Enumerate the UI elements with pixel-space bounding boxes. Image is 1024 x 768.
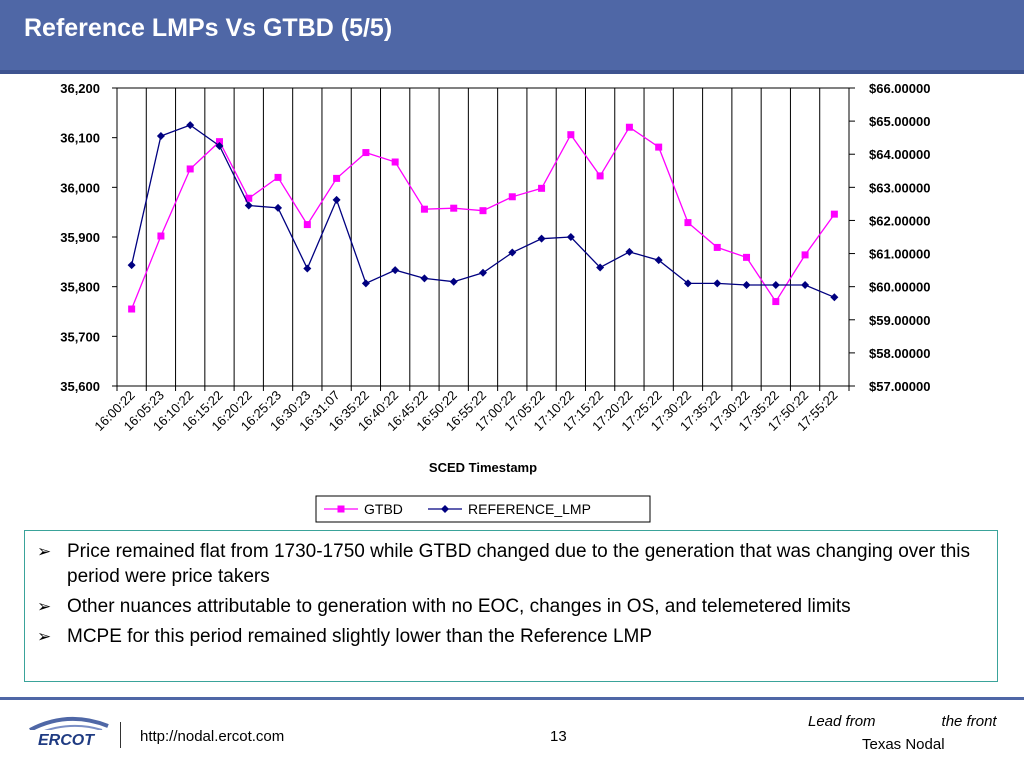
bullet-item: ➢ Price remained flat from 1730-1750 whil… — [37, 539, 983, 589]
tagline-right: the front — [941, 713, 997, 730]
gtbd-point — [420, 205, 428, 213]
left-axis-tick-label: 35,700 — [60, 329, 100, 344]
reference-lmp-point — [771, 281, 780, 290]
reference-lmp-point — [479, 268, 487, 277]
footer-url[interactable]: http://nodal.ercot.com — [140, 728, 285, 745]
reference-lmp-point — [596, 263, 605, 272]
reference-lmp-point — [742, 281, 751, 290]
right-axis-tick-label: $61.00000 — [869, 247, 930, 262]
gtbd-point — [743, 253, 751, 261]
bullet-item: ➢ MCPE for this period remained slightly … — [37, 624, 983, 649]
reference-lmp-point — [801, 281, 810, 290]
reference-lmp-point — [537, 234, 546, 243]
bullet-text: Other nuances attributable to generation… — [67, 596, 851, 617]
gtbd-point — [450, 204, 458, 212]
gtbd-point — [186, 165, 194, 173]
ercot-logo-text: ERCOT — [38, 732, 95, 749]
reference-lmp-point — [420, 274, 429, 283]
plot-area — [116, 87, 850, 387]
reference-lmp-point — [449, 277, 458, 286]
series-line-gtbd — [130, 126, 835, 310]
right-axis-tick-label: $57.00000 — [869, 379, 930, 394]
gtbd-point — [362, 149, 370, 157]
reference-lmp-point — [156, 132, 165, 141]
gtbd-point — [713, 243, 721, 251]
chart-legend — [315, 495, 651, 523]
gtbd-point — [245, 194, 253, 202]
reference-lmp-point — [332, 195, 341, 204]
gtbd-point — [274, 173, 282, 181]
right-axis-tick-label: $59.00000 — [869, 313, 930, 328]
x-axis-title: SCED Timestamp — [429, 460, 537, 475]
reference-lmp-point — [830, 293, 839, 302]
right-axis-tick-label: $66.00000 — [869, 81, 930, 96]
left-axis-tick-label: 36,000 — [60, 180, 100, 195]
left-axis-tick-label: 36,200 — [60, 81, 100, 96]
arrow-bullet-icon: ➢ — [37, 627, 52, 646]
bullet-text: Price remained flat from 1730-1750 while… — [67, 541, 971, 587]
gtbd-point — [303, 221, 311, 229]
right-axis-tick-label: $64.00000 — [869, 147, 930, 162]
legend-label: REFERENCE_LMP — [468, 501, 591, 517]
gtbd-point — [215, 138, 223, 146]
gtbd-point — [625, 123, 633, 131]
tagline: Lead from the front — [808, 713, 997, 730]
reference-lmp-point — [215, 141, 224, 150]
right-axis-tick-label: $65.00000 — [869, 114, 930, 129]
tagline-left: Lead from — [808, 713, 876, 730]
gtbd-point — [333, 174, 341, 182]
reference-lmp-point — [274, 203, 283, 212]
right-axis-tick-label: $58.00000 — [869, 346, 930, 361]
bullet-box: ➢ Price remained flat from 1730-1750 whil… — [24, 530, 998, 682]
gtbd-point — [830, 210, 838, 218]
right-axis-tick-label: $62.00000 — [869, 213, 930, 228]
reference-lmp-point — [508, 248, 517, 257]
title-bar: Reference LMPs Vs GTBD (5/5) — [0, 0, 1024, 74]
ercot-logo: ERCOT — [24, 716, 109, 749]
right-axis-tick-label: $60.00000 — [869, 280, 930, 295]
reference-lmp-point — [391, 266, 400, 275]
reference-lmp-point — [303, 264, 312, 273]
legend-marker-diamond — [441, 505, 449, 513]
gtbd-point — [684, 219, 692, 227]
arrow-bullet-icon: ➢ — [37, 542, 52, 561]
reference-lmp-point — [713, 279, 722, 288]
gtbd-point — [391, 158, 399, 166]
reference-lmp-point — [244, 201, 253, 210]
gtbd-point — [655, 143, 663, 151]
footer-separator — [120, 722, 121, 748]
reference-lmp-point — [361, 279, 370, 288]
left-axis-tick-label: 36,100 — [60, 131, 100, 146]
gtbd-point — [128, 305, 136, 313]
legend-label: GTBD — [364, 501, 403, 517]
gtbd-point — [508, 193, 516, 201]
left-axis-tick-label: 35,900 — [60, 230, 100, 245]
line-chart: 35,600 35,700 35,800 35,900 36,000 36,100 36,2… — [60, 81, 930, 523]
right-axis-tick-label: $63.00000 — [869, 180, 930, 195]
gtbd-point — [157, 232, 165, 240]
gtbd-point — [567, 131, 575, 139]
gtbd-point — [801, 251, 809, 259]
reference-lmp-point — [654, 256, 663, 265]
bullet-text: MCPE for this period remained slightly l… — [67, 626, 653, 647]
legend-marker-square — [337, 505, 345, 513]
reference-lmp-point — [683, 279, 692, 288]
gtbd-point — [596, 172, 604, 180]
arrow-bullet-icon: ➢ — [37, 597, 52, 616]
reference-lmp-point — [566, 233, 575, 241]
tagline-line2: Texas Nodal — [862, 736, 945, 753]
reference-lmp-point — [127, 261, 136, 270]
bullet-item: ➢ Other nuances attributable to generatio… — [37, 594, 983, 619]
footer-rule — [0, 697, 1024, 700]
slide-title: Reference LMPs Vs GTBD (5/5) — [24, 14, 393, 42]
left-axis-tick-label: 35,600 — [60, 379, 100, 394]
reference-lmp-point — [186, 121, 195, 130]
gtbd-point — [479, 207, 487, 215]
title-underline — [0, 70, 1024, 74]
left-axis-tick-label: 35,800 — [60, 280, 100, 295]
gtbd-point — [538, 184, 546, 192]
reference-lmp-point — [625, 247, 634, 256]
gtbd-point — [772, 298, 780, 306]
page-number: 13 — [550, 728, 567, 745]
